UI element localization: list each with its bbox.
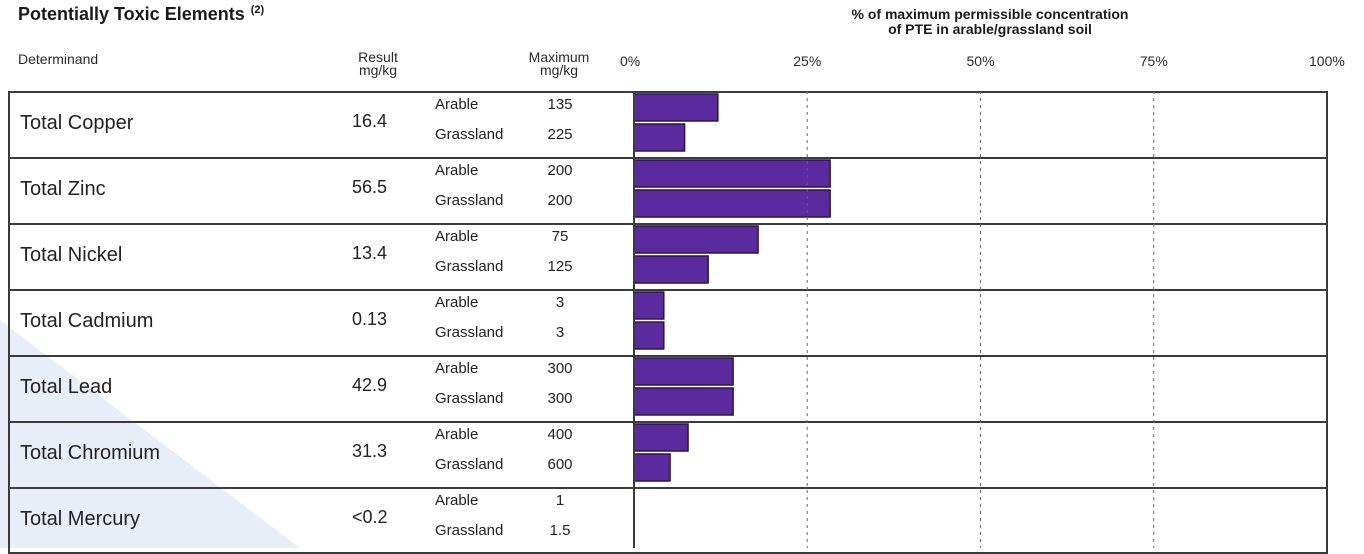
maximum-value: 3 [555,294,565,311]
land-use-label: Arable [435,228,479,245]
section-footnote: (2) [250,4,265,16]
maximum-value: 1 [555,492,565,509]
determinand-name: Total Nickel [20,244,123,266]
determinand-name: Total Copper [20,112,134,134]
maximum-value: 200 [547,192,573,209]
x-tick-label: 50% [966,53,995,69]
result-value: 16.4 [352,111,388,131]
maximum-value: 200 [547,162,573,179]
bar-total-zinc-grassland [633,189,831,218]
bar-total-zinc-arable [633,159,831,188]
maximum-value: 400 [547,426,573,443]
chart-title: % of maximum permissible concentration o… [700,7,1280,37]
chart-title-line2: of PTE in arable/grassland soil [888,21,1092,37]
bar-total-cadmium-grassland [633,321,665,350]
bar-total-copper-arable [633,93,719,122]
determinand-name: Total Chromium [20,442,161,464]
land-use-label: Arable [435,162,479,179]
bar-total-chromium-arable [633,423,689,452]
determinand-name: Total Lead [20,376,113,398]
bar-total-lead-grassland [633,387,734,416]
maximum-value: 135 [547,96,573,113]
result-value: <0.2 [352,507,388,527]
x-tick-label: 100% [1309,53,1345,69]
land-use-label: Grassland [435,258,504,275]
column-header-result-label: Result [358,49,398,65]
land-use-label: Grassland [435,390,504,407]
land-use-label: Grassland [435,192,504,209]
land-use-label: Grassland [435,324,504,341]
chart-title-line1: % of maximum permissible concentration [851,6,1129,22]
column-header-result-unit: mg/kg [358,62,398,78]
result-value: 13.4 [352,243,388,263]
section-title: Potentially Toxic Elements (2) [18,4,265,24]
result-value: 31.3 [352,441,388,461]
result-value: 0.13 [352,309,388,329]
bar-total-lead-arable [633,357,734,386]
bar-total-chromium-grassland [633,453,671,482]
column-header-maximum-unit: mg/kg [539,62,579,78]
column-header-maximum-label: Maximum [528,49,590,65]
bar-total-nickel-grassland [633,255,709,284]
land-use-label: Grassland [435,126,504,143]
bar-total-nickel-arable [633,225,759,254]
column-header-determinand: Determinand [18,51,99,67]
determinand-name: Total Cadmium [20,310,154,332]
land-use-label: Arable [435,360,479,377]
result-value: 56.5 [352,177,388,197]
determinand-name: Total Mercury [20,508,141,530]
land-use-label: Arable [435,294,479,311]
land-use-label: Arable [435,492,479,509]
maximum-value: 300 [547,390,573,407]
bar-total-copper-grassland [633,123,686,152]
maximum-value: 3 [555,324,565,341]
determinand-name: Total Zinc [20,178,106,200]
land-use-label: Grassland [435,456,504,473]
maximum-value: 225 [547,126,573,143]
x-tick-label: 0% [620,53,641,69]
maximum-value: 125 [547,258,573,275]
maximum-value: 1.5 [549,522,571,539]
column-header-result: Result mg/kg [348,49,408,78]
land-use-label: Grassland [435,522,504,539]
maximum-value: 300 [547,360,573,377]
column-header-maximum: Maximum mg/kg [512,49,606,78]
land-use-label: Arable [435,96,479,113]
x-tick-label: 75% [1139,53,1168,69]
maximum-value: 75 [551,228,569,245]
x-tick-label: 25% [793,53,822,69]
result-value: 42.9 [352,375,388,395]
bar-total-cadmium-arable [633,291,665,320]
maximum-value: 600 [547,456,573,473]
land-use-label: Arable [435,426,479,443]
